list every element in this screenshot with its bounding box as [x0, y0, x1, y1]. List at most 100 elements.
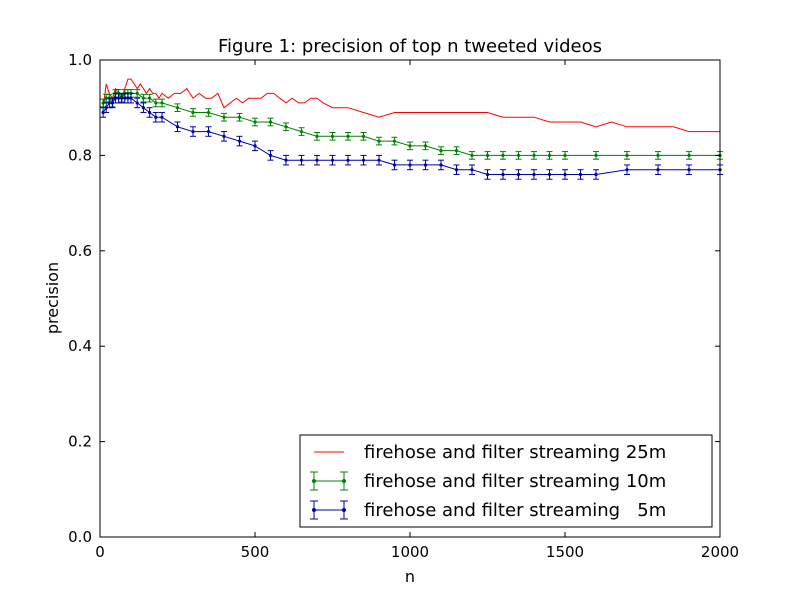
data-point [141, 96, 145, 100]
data-point [315, 158, 319, 162]
data-point [175, 125, 180, 129]
data-point [101, 101, 105, 105]
data-point [110, 101, 114, 105]
data-point [439, 163, 443, 167]
legend-label: firehose and filter streaming 5m [364, 500, 666, 521]
data-point [578, 172, 583, 177]
legend-swatch-marker [312, 479, 316, 483]
data-point [123, 96, 127, 100]
x-tick-label: 500 [241, 543, 270, 561]
data-point [330, 158, 335, 162]
data-point [268, 120, 273, 124]
data-point [101, 110, 105, 115]
series-2-error-bars [100, 92, 723, 180]
data-point [135, 101, 139, 105]
data-point [361, 134, 366, 138]
data-point [454, 149, 459, 153]
x-axis-label: n [405, 567, 415, 586]
data-point [377, 158, 381, 162]
data-point [284, 158, 288, 162]
legend-label: firehose and filter streaming 10m [364, 471, 666, 492]
data-point [687, 168, 691, 172]
data-point [501, 153, 505, 157]
data-point [547, 172, 552, 177]
x-tick-label: 1500 [546, 543, 584, 561]
data-point [191, 129, 195, 134]
y-tick-label: 1.0 [68, 51, 92, 69]
data-point [154, 115, 158, 119]
data-point [470, 168, 474, 172]
data-point [392, 139, 397, 143]
data-point [104, 96, 108, 100]
data-point [408, 163, 412, 167]
legend-swatch-marker [342, 479, 346, 483]
data-point [129, 96, 133, 100]
data-point [439, 149, 443, 153]
y-tick-label: 0.8 [68, 146, 92, 164]
data-point [594, 153, 598, 157]
series-1-error-bars [100, 89, 723, 160]
x-tick-label: 2000 [701, 543, 739, 561]
data-point [206, 110, 211, 115]
series-0 [102, 78, 720, 133]
data-point [191, 110, 195, 115]
data-point [408, 144, 412, 148]
y-tick-label: 0.4 [68, 337, 92, 355]
data-point [346, 158, 350, 162]
data-point [625, 168, 629, 172]
data-point [656, 168, 660, 172]
data-point [299, 158, 304, 162]
data-point [206, 129, 211, 134]
series-0-line [102, 78, 720, 133]
data-point [470, 153, 474, 157]
data-point [175, 106, 180, 110]
data-point [594, 172, 598, 177]
legend-box [299, 434, 713, 528]
data-point [656, 153, 660, 157]
data-point [563, 153, 567, 157]
data-point [113, 96, 118, 100]
legend-item-1: firehose and filter streaming 10m [310, 471, 666, 492]
data-point [346, 134, 350, 138]
data-point [160, 115, 164, 119]
legend-item-2: firehose and filter streaming 5m [310, 500, 666, 521]
y-tick-label: 0.0 [68, 528, 92, 546]
data-point [532, 153, 536, 157]
data-point [154, 101, 158, 105]
legend: firehose and filter streaming 25m firehos… [299, 434, 713, 528]
y-tick-label: 0.2 [68, 433, 92, 451]
legend-label: firehose and filter streaming 25m [364, 442, 666, 463]
data-point [423, 163, 428, 167]
data-point [268, 153, 273, 157]
data-point [148, 110, 152, 115]
data-point [361, 158, 366, 162]
data-point [687, 153, 691, 157]
data-point [377, 139, 381, 143]
data-point [501, 172, 505, 177]
y-tick-label: 0.6 [68, 242, 92, 260]
x-tick-label: 1000 [391, 543, 429, 561]
data-point [253, 120, 257, 124]
data-point [454, 168, 459, 172]
data-point [284, 125, 288, 129]
data-point [117, 96, 121, 100]
data-point [485, 153, 490, 157]
legend-item-0: firehose and filter streaming 25m [314, 442, 666, 463]
data-point [126, 96, 130, 100]
plot-area [100, 78, 723, 180]
data-point [532, 172, 536, 177]
series-1 [100, 89, 723, 160]
data-point [392, 163, 397, 167]
data-point [299, 129, 304, 134]
series-2 [100, 92, 723, 180]
data-point [135, 91, 139, 95]
x-tick-label: 0 [95, 543, 105, 561]
data-point [547, 153, 552, 157]
data-point [563, 172, 567, 177]
data-point [485, 172, 490, 177]
data-point [237, 115, 242, 119]
data-point [104, 106, 108, 110]
axes: 0 500 1000 1500 2000 0.0 0.2 0.4 0.6 0.8 1.0 [68, 51, 739, 561]
data-point [141, 106, 145, 110]
